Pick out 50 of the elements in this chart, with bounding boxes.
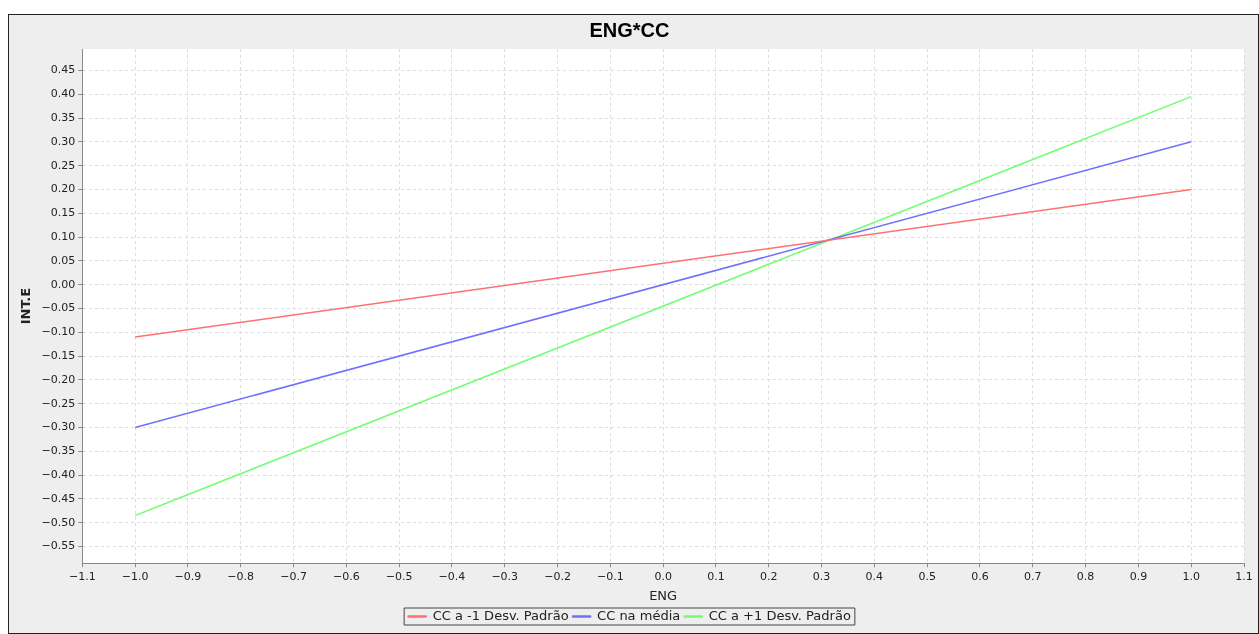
x-tick-label: −0.6 — [332, 569, 360, 583]
y-tick-label: −0.25 — [41, 396, 76, 410]
y-tick-label: 0.00 — [50, 277, 76, 291]
y-tick-label: −0.05 — [41, 301, 76, 315]
x-tick-label: −0.8 — [227, 569, 255, 583]
y-axis-title: INT.E — [18, 287, 34, 325]
x-tick-label: −1.1 — [68, 569, 96, 583]
y-tick-label: 0.40 — [50, 87, 76, 101]
y-tick-label: −0.40 — [41, 467, 76, 481]
x-tick-label: −0.9 — [174, 569, 202, 583]
y-tick-label: −0.15 — [41, 348, 76, 362]
y-tick-label: 0.35 — [50, 110, 76, 124]
x-tick-label: 0.7 — [1024, 569, 1042, 583]
x-tick-label: 1.1 — [1235, 569, 1253, 583]
x-tick-label: 0.4 — [865, 569, 884, 583]
x-tick-label: 1.0 — [1182, 569, 1200, 583]
x-tick-label: 0.1 — [707, 569, 725, 583]
x-tick-label: 0.6 — [971, 569, 989, 583]
x-tick-label: 0.3 — [812, 569, 831, 583]
x-tick-label: −0.3 — [491, 569, 519, 583]
legend-label: CC na média — [597, 607, 681, 623]
y-tick-label: 0.20 — [50, 182, 76, 196]
x-axis-title: ENG — [649, 587, 678, 603]
legend-label: CC a +1 Desv. Padrão — [708, 607, 851, 623]
y-tick-label: −0.20 — [41, 372, 76, 386]
x-tick-label: −0.5 — [385, 569, 413, 583]
y-tick-label: 0.25 — [50, 158, 76, 172]
y-tick-label: 0.05 — [50, 253, 76, 267]
y-tick-label: −0.50 — [41, 515, 76, 529]
x-tick-label: −0.7 — [280, 569, 307, 583]
chart-title: ENG*CC — [589, 18, 670, 41]
x-tick-label: 0.8 — [1076, 569, 1095, 583]
y-tick-label: −0.10 — [41, 325, 76, 339]
x-tick-label: −0.1 — [596, 569, 624, 583]
y-tick-label: 0.10 — [50, 229, 76, 243]
y-tick-label: −0.45 — [41, 491, 76, 505]
x-tick-label: −1.0 — [121, 569, 149, 583]
x-tick-label: −0.4 — [438, 569, 466, 583]
y-tick-label: 0.15 — [50, 206, 76, 220]
x-tick-label: −0.2 — [544, 569, 571, 583]
x-tick-label: 0.5 — [918, 569, 936, 583]
y-tick-label: −0.30 — [41, 420, 76, 434]
legend-label: CC a -1 Desv. Padrão — [432, 607, 569, 623]
x-tick-label: 0.2 — [760, 569, 778, 583]
x-tick-label: 0.0 — [654, 569, 672, 583]
y-tick-label: 0.45 — [50, 63, 76, 77]
y-tick-label: 0.30 — [50, 134, 76, 148]
y-tick-label: −0.55 — [41, 539, 76, 553]
x-tick-label: 0.9 — [1129, 569, 1148, 583]
y-tick-label: −0.35 — [41, 444, 76, 458]
